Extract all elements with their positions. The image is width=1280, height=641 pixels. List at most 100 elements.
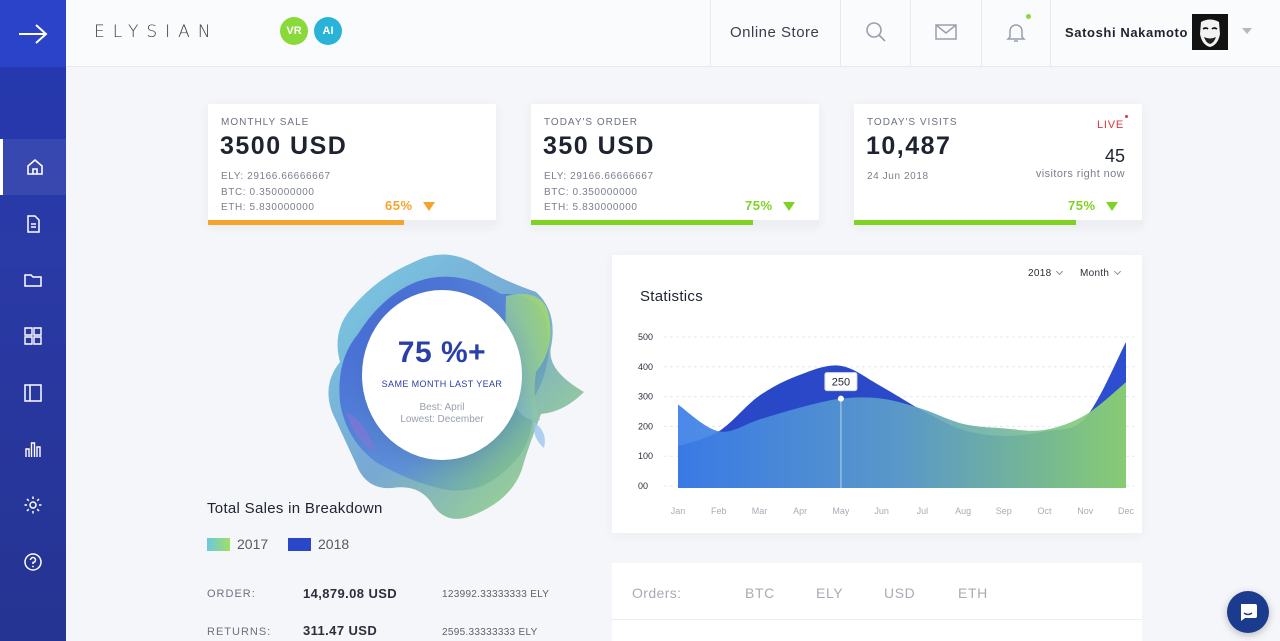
x-tick-label: May bbox=[832, 506, 850, 516]
total-sales-title: Total Sales in Breakdown bbox=[207, 500, 383, 517]
visitors-now-label: visitors right now bbox=[1035, 168, 1125, 180]
x-tick-label: Nov bbox=[1077, 506, 1094, 516]
bar-chart-icon bbox=[25, 442, 41, 457]
card-value: 3500 USD bbox=[220, 132, 348, 160]
sidebar-item-reports[interactable] bbox=[0, 421, 66, 477]
legend-label-2017: 2017 bbox=[237, 536, 269, 552]
x-tick-label: Feb bbox=[711, 506, 727, 516]
y-tick-label: 200 bbox=[638, 421, 653, 431]
card-value: 350 USD bbox=[543, 132, 655, 160]
top-header: ELYSIAN VR AI Online Store Satoshi Nakam… bbox=[66, 0, 1280, 67]
sidebar-item-grid[interactable] bbox=[0, 308, 66, 364]
avatar[interactable] bbox=[1192, 14, 1228, 50]
ely-value: ELY: 29166.66666667 bbox=[544, 171, 654, 182]
trend-down-icon bbox=[1106, 202, 1118, 211]
user-menu-chevron-down-icon[interactable] bbox=[1242, 28, 1252, 34]
period-dropdown[interactable]: Month bbox=[1080, 267, 1122, 279]
statistics-chart: 500 400 300 200 100 00 Jan Feb Mar Apr May Jun Jul Au… bbox=[638, 332, 1136, 516]
arrow-right-icon bbox=[19, 23, 48, 44]
bell-icon[interactable] bbox=[1004, 20, 1028, 44]
home-icon bbox=[26, 158, 43, 175]
order-row-label: ORDER: bbox=[207, 588, 256, 600]
orders-panel: Orders: BTC ELY USD ETH bbox=[612, 563, 1142, 641]
sidebar-item-settings[interactable] bbox=[0, 477, 66, 533]
visitors-now-count: 45 bbox=[1104, 146, 1125, 166]
progress-fill bbox=[531, 220, 753, 225]
card-label: TODAY'S VISITS bbox=[867, 117, 958, 128]
eth-value: ETH: 5.830000000 bbox=[221, 202, 315, 213]
y-tick-label: 300 bbox=[638, 392, 653, 402]
todays-visits-card: TODAY'S VISITS 10,487 24 Jun 2018 LIVE 4… bbox=[854, 104, 1142, 225]
year-dropdown[interactable]: 2018 bbox=[1028, 267, 1064, 279]
change-percent: 75% bbox=[745, 198, 773, 213]
lowest-month: Lowest: December bbox=[400, 414, 484, 425]
sidebar-item-help[interactable] bbox=[0, 534, 66, 590]
x-tick-label: Apr bbox=[793, 506, 807, 516]
change-percent: 75% bbox=[1068, 198, 1096, 213]
progress-bar bbox=[531, 220, 819, 225]
card-value: 10,487 bbox=[866, 132, 952, 160]
visits-date: 24 Jun 2018 bbox=[867, 171, 929, 182]
statistics-title: Statistics bbox=[640, 288, 704, 305]
chat-button[interactable] bbox=[1227, 591, 1269, 633]
folder-icon bbox=[24, 274, 42, 287]
sidebar-item-home[interactable] bbox=[0, 139, 66, 195]
returns-row-ely: 2595.33333333 ELY bbox=[442, 627, 538, 638]
order-row-value: 14,879.08 USD bbox=[303, 586, 398, 601]
breakdown-percent: 75 %+ bbox=[397, 336, 487, 369]
app-logo[interactable]: ELYSIAN bbox=[94, 22, 219, 42]
search-icon[interactable] bbox=[864, 20, 888, 44]
change-percent: 65% bbox=[385, 198, 413, 213]
grid-icon bbox=[24, 327, 42, 345]
mail-icon[interactable] bbox=[934, 20, 958, 44]
x-tick-label: Oct bbox=[1038, 506, 1053, 516]
x-tick-label: Jul bbox=[917, 506, 929, 516]
breakdown-center-circle bbox=[362, 290, 522, 460]
tooltip-box bbox=[824, 372, 858, 392]
sidebar-item-layout[interactable] bbox=[0, 365, 66, 421]
orders-divider bbox=[612, 619, 1142, 620]
best-month: Best: April bbox=[419, 402, 465, 413]
monthly-sale-card: MONTHLY SALE 3500 USD ELY: 29166.6666666… bbox=[208, 104, 496, 225]
y-tick-label: 100 bbox=[638, 451, 653, 461]
legend-swatch-2017 bbox=[207, 538, 230, 551]
ai-badge[interactable]: AI bbox=[314, 17, 342, 45]
returns-row-label: RETURNS: bbox=[207, 626, 272, 638]
order-row-ely: 123992.33333333 ELY bbox=[442, 589, 550, 600]
legend-swatch-2018 bbox=[288, 538, 311, 551]
tooltip-value: 250 bbox=[832, 377, 850, 389]
gear-icon bbox=[24, 496, 42, 514]
mask-avatar-icon bbox=[1192, 14, 1228, 50]
orders-tab-eth[interactable]: ETH bbox=[958, 585, 988, 601]
x-tick-label: Sep bbox=[996, 506, 1012, 516]
x-tick-label: Jun bbox=[874, 506, 889, 516]
legend-label-2018: 2018 bbox=[318, 536, 350, 552]
returns-row-value: 311.47 USD bbox=[303, 623, 378, 638]
orders-tab-btc[interactable]: BTC bbox=[745, 585, 775, 601]
progress-fill bbox=[854, 220, 1076, 225]
sidebar-toggle-button[interactable] bbox=[0, 0, 66, 67]
breakdown-best-lowest: Best: April Lowest: December bbox=[362, 402, 522, 426]
period-dropdown-value: Month bbox=[1080, 268, 1110, 279]
live-dot bbox=[1125, 115, 1128, 118]
notification-dot bbox=[1024, 12, 1033, 21]
x-tick-label: Jan bbox=[671, 506, 686, 516]
sidebar-item-folders[interactable] bbox=[0, 252, 66, 308]
vr-badge[interactable]: VR bbox=[280, 17, 308, 45]
y-tick-label: 500 bbox=[638, 332, 653, 342]
online-store-link[interactable]: Online Store bbox=[730, 24, 820, 41]
btc-value: BTC: 0.350000000 bbox=[544, 187, 638, 198]
live-indicator: LIVE bbox=[1097, 119, 1125, 131]
user-name[interactable]: Satoshi Nakamoto bbox=[1065, 25, 1189, 40]
todays-order-card: TODAY'S ORDER 350 USD ELY: 29166.6666666… bbox=[531, 104, 819, 225]
orders-label: Orders: bbox=[632, 585, 682, 601]
orders-tab-ely[interactable]: ELY bbox=[816, 585, 844, 601]
orders-tab-usd[interactable]: USD bbox=[884, 585, 916, 601]
layout-icon bbox=[24, 384, 42, 402]
y-tick-label: 400 bbox=[638, 362, 653, 372]
x-tick-label: Dec bbox=[1118, 506, 1135, 516]
year-dropdown-value: 2018 bbox=[1028, 268, 1052, 279]
tooltip-point bbox=[837, 395, 844, 402]
sidebar-item-documents[interactable] bbox=[0, 196, 66, 252]
sidebar bbox=[0, 0, 66, 641]
